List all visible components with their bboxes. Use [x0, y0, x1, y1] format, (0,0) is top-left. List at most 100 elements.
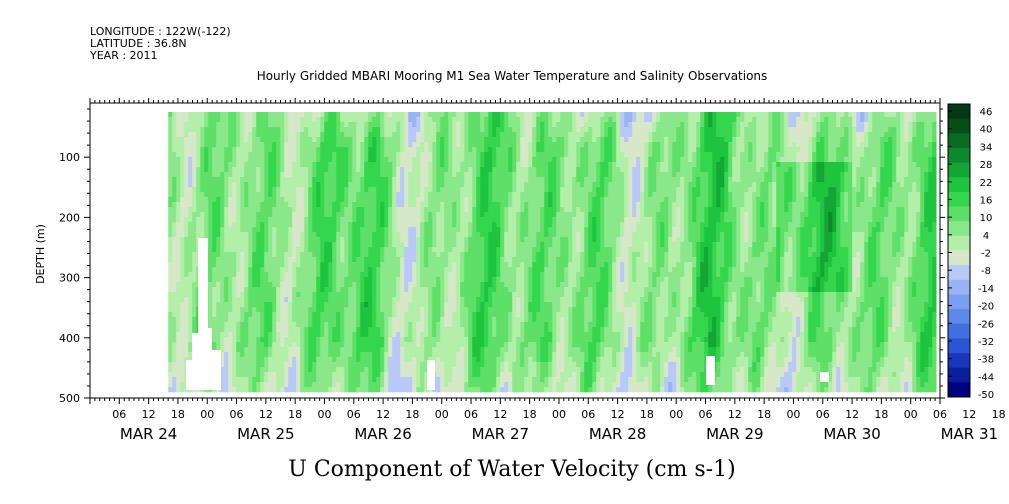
- heatmap-cell: [252, 277, 257, 283]
- heatmap-cell: [324, 132, 329, 138]
- heatmap-cell: [208, 222, 213, 228]
- heatmap-cell: [460, 387, 465, 393]
- heatmap-cell: [312, 312, 317, 318]
- heatmap-cell: [360, 267, 365, 273]
- heatmap-cell: [348, 377, 353, 383]
- heatmap-cell: [492, 287, 497, 293]
- heatmap-cell: [504, 202, 509, 208]
- heatmap-cell: [384, 117, 389, 123]
- heatmap-cell: [456, 112, 461, 118]
- heatmap-cell: [380, 127, 385, 133]
- heatmap-cell: [228, 162, 233, 168]
- heatmap-cell: [368, 277, 373, 283]
- heatmap-cell: [248, 372, 253, 378]
- heatmap-cell: [180, 217, 185, 223]
- heatmap-cell: [188, 232, 193, 238]
- heatmap-cell: [308, 317, 313, 323]
- heatmap-cell: [404, 237, 409, 243]
- heatmap-cell: [212, 217, 217, 223]
- heatmap-cell: [420, 387, 425, 393]
- heatmap-cell: [244, 162, 249, 168]
- heatmap-cell: [356, 162, 361, 168]
- heatmap-cell: [172, 252, 177, 258]
- heatmap-cell: [424, 312, 429, 318]
- heatmap-cell: [252, 327, 257, 333]
- heatmap-cell: [312, 347, 317, 353]
- heatmap-cell: [256, 222, 261, 228]
- heatmap-cell: [384, 352, 389, 358]
- heatmap-cell: [224, 322, 229, 328]
- heatmap-cell: [168, 242, 173, 248]
- heatmap-cell: [328, 387, 333, 393]
- heatmap-cell: [280, 347, 285, 353]
- heatmap-cell: [344, 137, 349, 143]
- heatmap-cell: [168, 122, 173, 128]
- heatmap-cell: [248, 142, 253, 148]
- heatmap-cell: [448, 252, 453, 258]
- heatmap-cell: [288, 187, 293, 193]
- heatmap-cell: [292, 162, 297, 168]
- heatmap-cell: [196, 192, 201, 198]
- heatmap-cell: [420, 287, 425, 293]
- heatmap-cell: [192, 292, 197, 298]
- heatmap-cell: [456, 357, 461, 363]
- heatmap-cell: [372, 242, 377, 248]
- heatmap-cell: [308, 247, 313, 253]
- heatmap-cell: [236, 292, 241, 298]
- heatmap-cell: [304, 252, 309, 258]
- heatmap-cell: [424, 237, 429, 243]
- heatmap-cell: [424, 337, 429, 343]
- heatmap-cell: [460, 247, 465, 253]
- heatmap-cell: [240, 112, 245, 118]
- heatmap-cell: [472, 282, 477, 288]
- heatmap-cell: [488, 362, 493, 368]
- heatmap-cell: [496, 182, 501, 188]
- heatmap-cell: [208, 162, 213, 168]
- heatmap-cell: [492, 177, 497, 183]
- heatmap-cell: [452, 217, 457, 223]
- heatmap-cell: [408, 147, 413, 153]
- heatmap-cell: [500, 182, 505, 188]
- heatmap-cell: [504, 342, 509, 348]
- heatmap-cell: [308, 332, 313, 338]
- heatmap-cell: [504, 382, 509, 388]
- heatmap-cell: [364, 152, 369, 158]
- heatmap-cell: [420, 372, 425, 378]
- heatmap-cell: [492, 242, 497, 248]
- heatmap-cell: [504, 302, 509, 308]
- heatmap-cell: [220, 267, 225, 273]
- heatmap-cell: [328, 297, 333, 303]
- heatmap-cell: [324, 287, 329, 293]
- heatmap-cell: [360, 172, 365, 178]
- heatmap-cell: [484, 177, 489, 183]
- heatmap-cell: [472, 312, 477, 318]
- heatmap-cell: [360, 387, 365, 393]
- heatmap-cell: [368, 212, 373, 218]
- heatmap-cell: [516, 332, 521, 338]
- heatmap-cell: [220, 282, 225, 288]
- heatmap-cell: [184, 327, 189, 333]
- heatmap-cell: [396, 122, 401, 128]
- heatmap-cell: [396, 262, 401, 268]
- heatmap-cell: [380, 167, 385, 173]
- heatmap-cell: [284, 212, 289, 218]
- heatmap-cell: [448, 192, 453, 198]
- heatmap-cell: [332, 307, 337, 313]
- heatmap-cell: [384, 257, 389, 263]
- heatmap-cell: [176, 322, 181, 328]
- heatmap-cell: [408, 112, 413, 118]
- heatmap-cell: [448, 267, 453, 273]
- heatmap-cell: [172, 322, 177, 328]
- heatmap-cell: [256, 202, 261, 208]
- heatmap-cell: [280, 162, 285, 168]
- heatmap-cell: [172, 137, 177, 143]
- heatmap-cell: [464, 247, 469, 253]
- heatmap-cell: [432, 257, 437, 263]
- heatmap-cell: [176, 327, 181, 333]
- heatmap-cell: [364, 202, 369, 208]
- heatmap-cell: [180, 207, 185, 213]
- heatmap-cell: [444, 192, 449, 198]
- heatmap-cell: [380, 212, 385, 218]
- heatmap-cell: [312, 382, 317, 388]
- heatmap-cell: [364, 382, 369, 388]
